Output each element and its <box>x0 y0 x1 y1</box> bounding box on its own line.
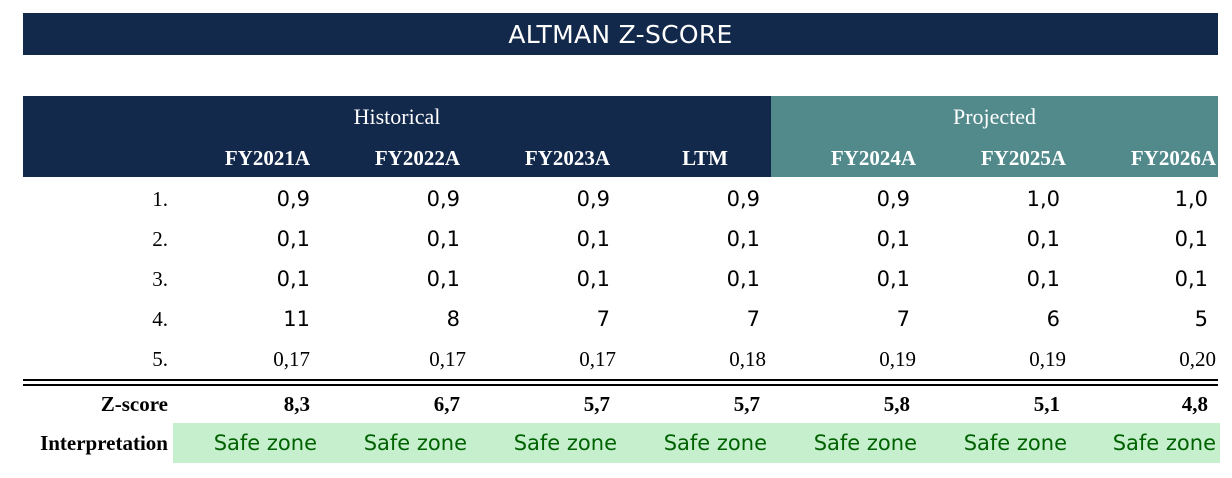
table-cell: 7 <box>746 307 760 331</box>
row-label: 3. <box>152 266 168 291</box>
table-cell: 1,0 <box>1026 187 1060 211</box>
column-header: LTM <box>682 146 728 170</box>
table-cell: 7 <box>896 307 910 331</box>
table-cell: 0,9 <box>276 187 310 211</box>
column-header: FY2025A <box>980 146 1066 170</box>
table-cell: 0,1 <box>426 227 460 251</box>
column-header: FY2023A <box>524 146 610 170</box>
table-cell: 0,1 <box>1026 267 1060 291</box>
table-cell: 0,1 <box>576 267 610 291</box>
table-cell: 0,9 <box>576 187 610 211</box>
safe-zone-highlight <box>173 423 1220 463</box>
table-cell: 8 <box>446 307 460 331</box>
zscore-label: Z-score <box>100 391 168 416</box>
zscore-value: 5,7 <box>583 391 610 416</box>
zscore-value: 5,1 <box>1033 391 1060 416</box>
table-cell: 0,1 <box>726 267 760 291</box>
projected-header-band <box>771 96 1218 177</box>
table-cell: 0,9 <box>876 187 910 211</box>
table-cell: 0,17 <box>429 346 466 371</box>
historical-header-band <box>23 96 771 177</box>
table-cell: 0,1 <box>876 227 910 251</box>
table-cell: 0,1 <box>1174 227 1208 251</box>
table-cell: 0,19 <box>1029 346 1066 371</box>
table-cell: 0,18 <box>729 346 766 371</box>
column-header: FY2022A <box>374 146 460 170</box>
zscore-value: 5,8 <box>883 391 910 416</box>
table-cell: 0,1 <box>726 227 760 251</box>
table-cell: 0,9 <box>726 187 760 211</box>
table-cell: 0,1 <box>1174 267 1208 291</box>
zscore-value: 4,8 <box>1181 391 1208 416</box>
table-cell: 6 <box>1046 307 1060 331</box>
table-cell: 0,1 <box>576 227 610 251</box>
divider <box>23 384 1218 386</box>
status-badge: Safe zone <box>813 431 917 455</box>
table-cell: 11 <box>283 307 310 331</box>
status-badge: Safe zone <box>213 431 317 455</box>
table-cell: 0,19 <box>879 346 916 371</box>
table-cell: 7 <box>596 307 610 331</box>
page-title: ALTMAN Z-SCORE <box>23 13 1218 55</box>
table-cell: 0,17 <box>579 346 616 371</box>
row-label: 4. <box>152 306 168 331</box>
table-cell: 0,1 <box>276 227 310 251</box>
interpretation-label: Interpretation <box>40 430 168 455</box>
zscore-value: 6,7 <box>433 391 460 416</box>
status-badge: Safe zone <box>963 431 1067 455</box>
historical-group-label: Historical <box>353 104 441 129</box>
status-badge: Safe zone <box>663 431 767 455</box>
table-cell: 0,1 <box>876 267 910 291</box>
status-badge: Safe zone <box>513 431 617 455</box>
table-cell: 0,9 <box>426 187 460 211</box>
table-cell: 5 <box>1194 307 1208 331</box>
column-header: FY2024A <box>830 146 916 170</box>
column-header: FY2021A <box>224 146 310 170</box>
row-label: 5. <box>152 346 168 371</box>
status-badge: Safe zone <box>363 431 467 455</box>
column-header: FY2026A <box>1130 146 1216 170</box>
row-label: 2. <box>152 226 168 251</box>
projected-group-label: Projected <box>952 104 1037 129</box>
table-cell: 0,20 <box>1179 346 1216 371</box>
table-cell: 0,17 <box>273 346 310 371</box>
table-cell: 0,1 <box>276 267 310 291</box>
status-badge: Safe zone <box>1112 431 1216 455</box>
table-cell: 0,1 <box>426 267 460 291</box>
table-cell: 1,0 <box>1174 187 1208 211</box>
zscore-value: 5,7 <box>733 391 760 416</box>
zscore-value: 8,3 <box>283 391 310 416</box>
divider <box>23 379 1218 381</box>
table-cell: 0,1 <box>1026 227 1060 251</box>
row-label: 1. <box>152 186 168 211</box>
